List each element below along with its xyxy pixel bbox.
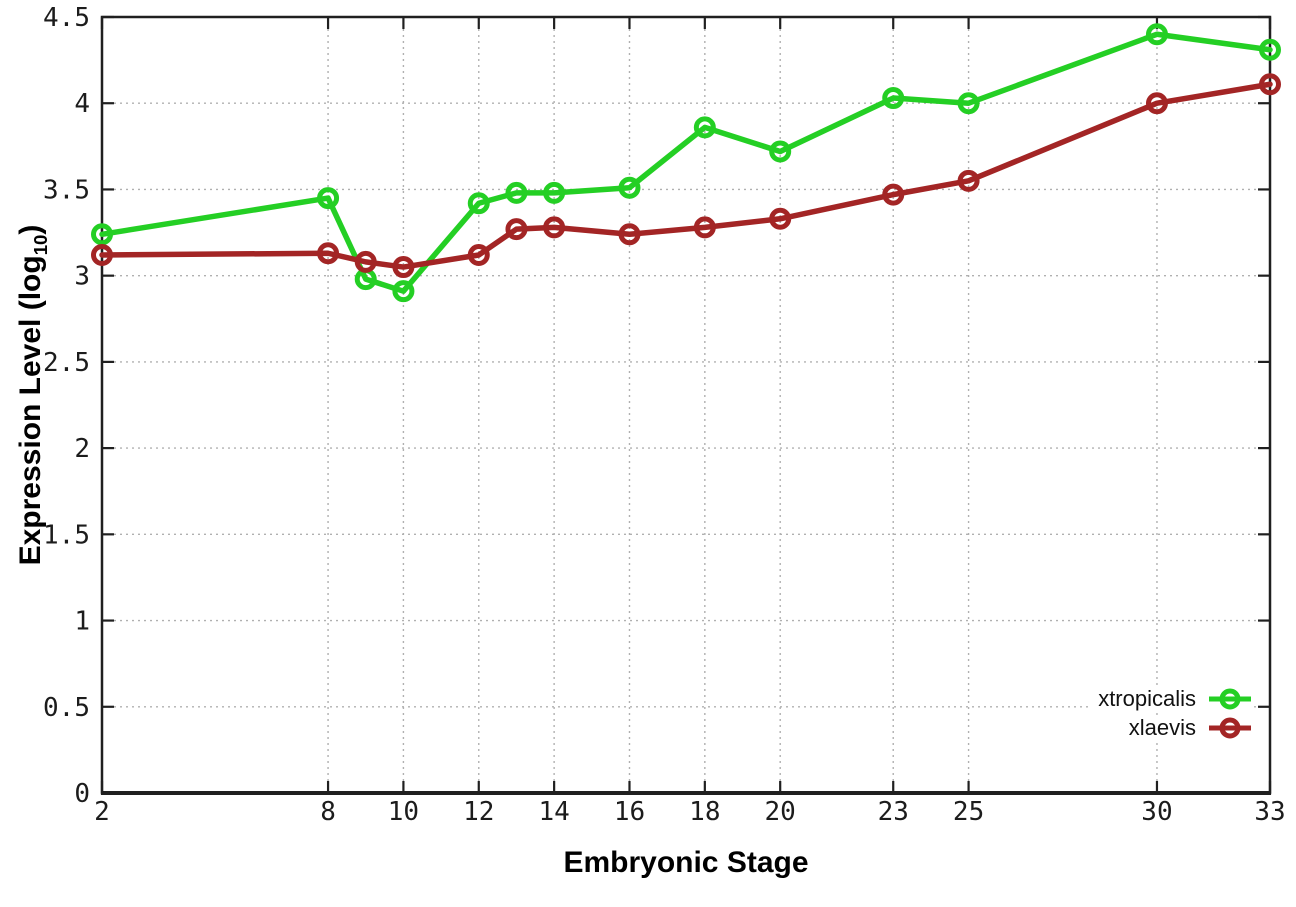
- legend-label-xtropicalis: xtropicalis: [1098, 686, 1196, 711]
- series-xtropicalis: [91, 23, 1281, 303]
- x-tick-label: 33: [1254, 797, 1285, 827]
- y-axis-title-text: Expression Level (log: [14, 255, 47, 566]
- data-point: [882, 87, 905, 110]
- data-point: [1145, 92, 1168, 115]
- y-axis-title-subscript: 10: [30, 234, 51, 256]
- data-point: [91, 223, 113, 246]
- y-tick-label: 3: [74, 262, 90, 292]
- data-point: [618, 223, 641, 246]
- y-tick-label: 4: [74, 89, 90, 119]
- data-point: [354, 250, 377, 273]
- legend-marker-icon: [1209, 717, 1251, 739]
- y-axis-title-close: ): [14, 224, 47, 235]
- y-tick-labels: 0 0.5 1 1.5 2 2.5 3 3.5 4 4.5: [43, 3, 90, 809]
- x-tick-label: 14: [538, 797, 569, 827]
- data-point: [317, 187, 340, 210]
- y-tick-label: 0.5: [43, 693, 90, 723]
- data-point: [392, 280, 415, 303]
- plot-border: [100, 15, 1272, 795]
- x-tick-label: 8: [320, 797, 336, 827]
- series-xlaevis: [91, 73, 1281, 279]
- y-tick-label: 0: [74, 779, 90, 809]
- y-axis-title: Expression Level (log10): [14, 225, 52, 566]
- data-point: [1259, 38, 1281, 61]
- y-tick-label: 1.5: [43, 520, 90, 550]
- legend-label-xlaevis: xlaevis: [1128, 715, 1196, 740]
- y-tick-label: 2.5: [43, 348, 90, 378]
- x-tick-label: 12: [463, 797, 494, 827]
- data-point: [957, 92, 980, 115]
- gridlines: [102, 17, 1270, 793]
- x-tick-label: 30: [1141, 797, 1172, 827]
- legend: xtropicalis xlaevis: [1092, 687, 1252, 740]
- data-point: [1259, 73, 1281, 96]
- data-point: [392, 256, 415, 279]
- data-point: [467, 243, 490, 266]
- x-tick-label: 18: [689, 797, 720, 827]
- data-point: [693, 116, 716, 139]
- data-point: [467, 192, 490, 215]
- data-point: [505, 181, 528, 204]
- x-axis-title: Embryonic Stage: [563, 846, 809, 879]
- x-tick-label: 20: [765, 797, 796, 827]
- x-tick-label: 2: [94, 797, 110, 827]
- y-tick-label: 4.5: [43, 3, 90, 33]
- y-tick-label: 2: [74, 434, 90, 464]
- data-point: [693, 216, 716, 239]
- data-point: [957, 169, 980, 192]
- x-tick-label: 16: [614, 797, 645, 827]
- data-point: [1145, 23, 1168, 46]
- legend-marker-icon: [1209, 688, 1251, 710]
- y-tick-label: 3.5: [43, 175, 90, 205]
- legend-item-xtropicalis: xtropicalis: [1092, 687, 1252, 711]
- x-tick-label: 25: [953, 797, 984, 827]
- legend-item-xlaevis: xlaevis: [1122, 715, 1252, 740]
- data-point: [543, 181, 566, 204]
- data-point: [618, 176, 641, 199]
- data-point: [505, 218, 528, 241]
- data-point: [91, 243, 113, 266]
- series-line-xlaevis: [99, 81, 1273, 270]
- x-tick-label: 23: [878, 797, 909, 827]
- data-point: [317, 242, 340, 265]
- x-tick-label: 10: [388, 797, 419, 827]
- axis-ticks: [100, 15, 1272, 795]
- data-point: [882, 183, 905, 206]
- data-point: [769, 140, 792, 163]
- x-tick-labels: 2 8 10 12 14 16 18 20 23 25 30 33: [94, 797, 1285, 827]
- y-tick-label: 1: [74, 607, 90, 637]
- data-point: [543, 216, 566, 239]
- data-point: [769, 207, 792, 230]
